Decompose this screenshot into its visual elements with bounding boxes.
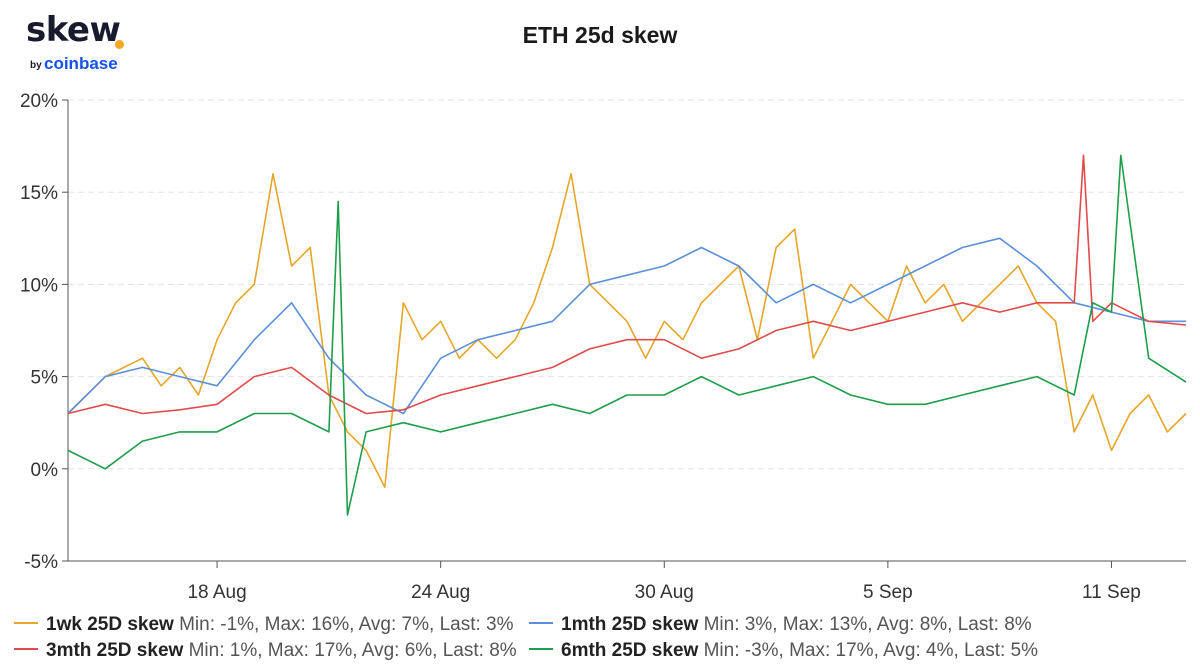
x-tick-label: 5 Sep <box>863 582 913 603</box>
logo-wordmark: skew <box>26 10 121 50</box>
y-tick-label: 20% <box>20 91 58 112</box>
legend-series-stats: Min: 3%, Max: 13%, Avg: 8%, Last: 8% <box>703 614 1032 635</box>
grid-lines <box>68 99 1186 562</box>
x-tick-label: 11 Sep <box>1082 582 1141 603</box>
legend-item-1wk[interactable]: 1wk 25D skew Min: -1%, Max: 16%, Avg: 7%… <box>14 614 514 636</box>
legend-series-stats: Min: -3%, Max: 17%, Avg: 4%, Last: 5% <box>703 640 1038 661</box>
series-line-1mth <box>67 237 1186 415</box>
legend-swatch <box>529 621 553 624</box>
legend-swatch <box>14 647 38 650</box>
y-tick-label: 0% <box>31 460 59 481</box>
legend-swatch <box>14 621 38 624</box>
legend-series-name: 1mth 25D skew <box>561 614 704 635</box>
y-axis-ticks: -5% 0% 5% 10% 15% 20% <box>20 91 68 573</box>
x-axis-ticks: 18 Aug 24 Aug 30 Aug 5 Sep 11 Sep <box>187 561 1141 603</box>
legend-series-name: 3mth 25D skew <box>46 640 189 661</box>
logo-by: by <box>30 60 42 71</box>
legend-item-1mth[interactable]: 1mth 25D skew Min: 3%, Max: 13%, Avg: 8%… <box>529 614 1032 636</box>
legend-series-stats: Min: 1%, Max: 17%, Avg: 6%, Last: 8% <box>188 640 517 661</box>
legend-series-name: 1wk 25D skew <box>46 614 180 635</box>
series-line-3mth <box>67 154 1187 415</box>
legend-swatch <box>529 647 553 650</box>
series-line-1wk <box>67 173 1187 489</box>
legend: 1wk 25D skew Min: -1%, Max: 16%, Avg: 7%… <box>14 614 1194 670</box>
legend-series-name: 6mth 25D skew <box>561 640 704 661</box>
x-tick-label: 24 Aug <box>411 582 470 603</box>
y-tick-label: -5% <box>24 552 58 573</box>
y-tick-label: 10% <box>20 275 58 296</box>
chart-title: ETH 25d skew <box>522 22 678 48</box>
logo-company: coinbase <box>44 54 118 73</box>
series-lines <box>67 154 1187 516</box>
skew-logo: skew by coinbase <box>22 10 152 73</box>
y-tick-label: 5% <box>31 368 59 389</box>
legend-series-stats: Min: -1%, Max: 16%, Avg: 7%, Last: 3% <box>179 614 514 635</box>
x-tick-label: 30 Aug <box>635 582 694 603</box>
logo-dot <box>115 40 124 49</box>
legend-item-3mth[interactable]: 3mth 25D skew Min: 1%, Max: 17%, Avg: 6%… <box>14 640 517 662</box>
legend-item-6mth[interactable]: 6mth 25D skew Min: -3%, Max: 17%, Avg: 4… <box>529 640 1038 662</box>
y-tick-label: 15% <box>20 183 58 204</box>
series-line-6mth <box>67 154 1187 516</box>
axes <box>67 100 1186 562</box>
x-tick-label: 18 Aug <box>187 582 246 603</box>
